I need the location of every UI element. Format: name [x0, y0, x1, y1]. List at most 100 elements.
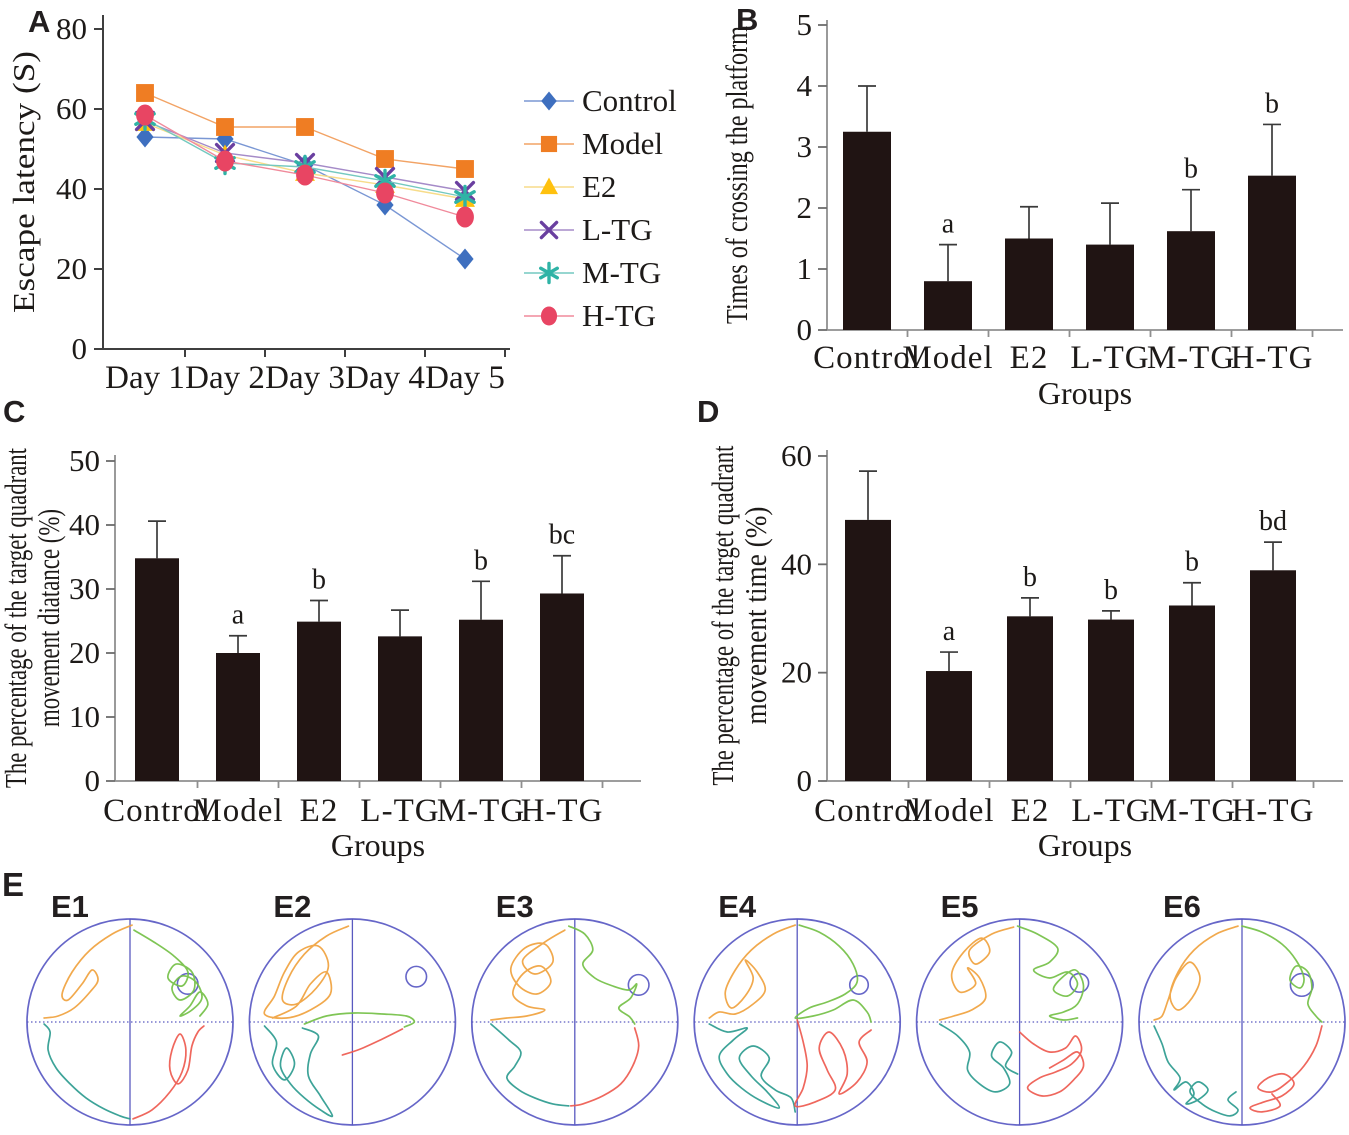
x-category-label: Control: [813, 340, 921, 376]
bar-Control: [135, 558, 179, 781]
y-tick-label: 2: [797, 190, 813, 225]
x-category-label: Day 1: [105, 360, 185, 396]
point-M-TG-5: [454, 184, 476, 210]
legend-item-Model: Model: [524, 126, 663, 161]
swim-track-red: [569, 1027, 640, 1107]
x-category-label: L-TG: [1071, 793, 1150, 829]
x-category-label: E2: [300, 793, 339, 829]
swim-track-teal: [708, 1023, 797, 1113]
point-H-TG-2: [216, 150, 234, 172]
x-category-label: M-TG: [437, 793, 525, 829]
swim-track-orange: [1153, 925, 1239, 1021]
y-axis-title: Escape latency (S): [6, 51, 41, 313]
sig-label-Model: a: [232, 600, 245, 631]
swim-track-green: [794, 924, 872, 1023]
swim-track-teal: [1153, 1025, 1239, 1117]
swim-track-red: [1249, 1025, 1323, 1113]
sig-label-M-TG: b: [1185, 547, 1199, 578]
bar-Model: [926, 671, 972, 781]
x-category-label: Control: [103, 793, 211, 829]
point-Model-5: [456, 160, 474, 178]
y-axis-title: Times of crossing the platform: [719, 26, 754, 324]
bar-M-TG: [1167, 231, 1215, 330]
y-tick-label: 4: [797, 68, 813, 103]
marker-circle: [540, 306, 558, 326]
point-Model-4: [376, 150, 394, 168]
y-tick-label: 0: [797, 312, 813, 347]
bar-Model: [216, 653, 260, 781]
legend-label: L-TG: [582, 212, 653, 247]
platform-circle: [1289, 972, 1314, 998]
bar-M-TG: [1169, 605, 1215, 781]
swim-track-orange: [490, 929, 566, 1021]
marker-asterisk: [539, 261, 559, 285]
y-tick-label: 80: [56, 11, 87, 46]
sig-label-E2: b: [312, 565, 326, 596]
x-category-label: Day 4: [345, 360, 425, 396]
panel-a-label: A: [28, 4, 51, 39]
x-axis-title: Groups: [1038, 827, 1132, 863]
bar-E2: [297, 621, 341, 781]
y-tick-label: 20: [69, 635, 100, 670]
legend-item-M-TG: M-TG: [524, 255, 661, 290]
y-tick-label: 5: [797, 7, 813, 42]
y-tick-label: 50: [69, 443, 100, 478]
x-category-label: H-TG: [1232, 793, 1315, 829]
point-H-TG-4: [376, 182, 394, 204]
platform-crossings-bar-chart: 0 1 2 3 4 5 Control a Model E2 L-TG b M-TG b H-TG Group…: [719, 7, 1343, 411]
point-Control-5: [456, 248, 474, 270]
bar-L-TG: [378, 636, 422, 781]
x-category-label: M-TG: [1147, 340, 1235, 376]
y-axis-title-line2: movement diatance (%): [31, 509, 66, 727]
legend-label: Model: [582, 126, 663, 161]
swim-track-green: [303, 1012, 416, 1028]
x-category-label: Model: [192, 793, 283, 829]
legend-item-L-TG: L-TG: [524, 212, 653, 247]
swim-track-teal: [490, 1023, 570, 1107]
sig-label-L-TG: b: [1104, 575, 1118, 606]
track-panel-E3: E3: [470, 889, 679, 1126]
x-category-label: L-TG: [1070, 340, 1149, 376]
bar-L-TG: [1088, 619, 1134, 781]
y-tick-label: 10: [69, 699, 100, 734]
swim-track-orange: [263, 925, 350, 1020]
bar-H-TG: [1248, 175, 1296, 330]
x-category-label: H-TG: [1231, 340, 1314, 376]
track-panel-label-E3: E3: [496, 889, 534, 924]
escape-latency-line-chart: 0 20 40 60 80 Day 1 Day 2 Day 3 Day 4 Day 5 Escape…: [6, 11, 677, 396]
sig-label-H-TG: bc: [549, 520, 575, 551]
y-tick-label: 40: [56, 171, 87, 206]
bar-E2: [1005, 238, 1053, 330]
marker-square: [540, 135, 558, 153]
sig-label-H-TG: bd: [1259, 506, 1287, 537]
y-tick-label: 1: [797, 251, 813, 286]
swim-track-red: [132, 1025, 205, 1120]
track-panel-label-E5: E5: [941, 889, 979, 924]
bar-E2: [1007, 616, 1053, 781]
swim-track-green: [567, 925, 638, 1025]
bar-L-TG: [1086, 244, 1134, 330]
track-panel-label-E2: E2: [273, 889, 311, 924]
swim-track-teal: [938, 1023, 1019, 1093]
swim-path-track-panels: E1 E2 E3 E4 E5 E6: [26, 889, 1346, 1126]
y-tick-label: 20: [56, 251, 87, 286]
y-tick-label: 0: [85, 763, 101, 798]
legend-item-E2: E2: [524, 169, 616, 204]
track-panel-E4: E4: [693, 889, 902, 1126]
x-category-label: Day 2: [185, 360, 265, 396]
swim-track-red: [1018, 1031, 1085, 1097]
point-Control-1: [136, 126, 154, 148]
bar-Control: [845, 519, 891, 781]
y-tick-label: 0: [797, 763, 813, 798]
sig-label-E2: b: [1023, 562, 1037, 593]
swim-track-green: [133, 929, 209, 1017]
track-panel-E6: E6: [1138, 889, 1346, 1126]
y-tick-label: 3: [797, 129, 813, 164]
x-category-label: H-TG: [521, 793, 604, 829]
point-Model-2: [216, 118, 234, 136]
legend-label: M-TG: [582, 255, 661, 290]
y-axis-title-line2: movement time (%): [738, 507, 773, 725]
bar-H-TG: [540, 593, 584, 781]
sig-label-M-TG: b: [474, 545, 488, 576]
